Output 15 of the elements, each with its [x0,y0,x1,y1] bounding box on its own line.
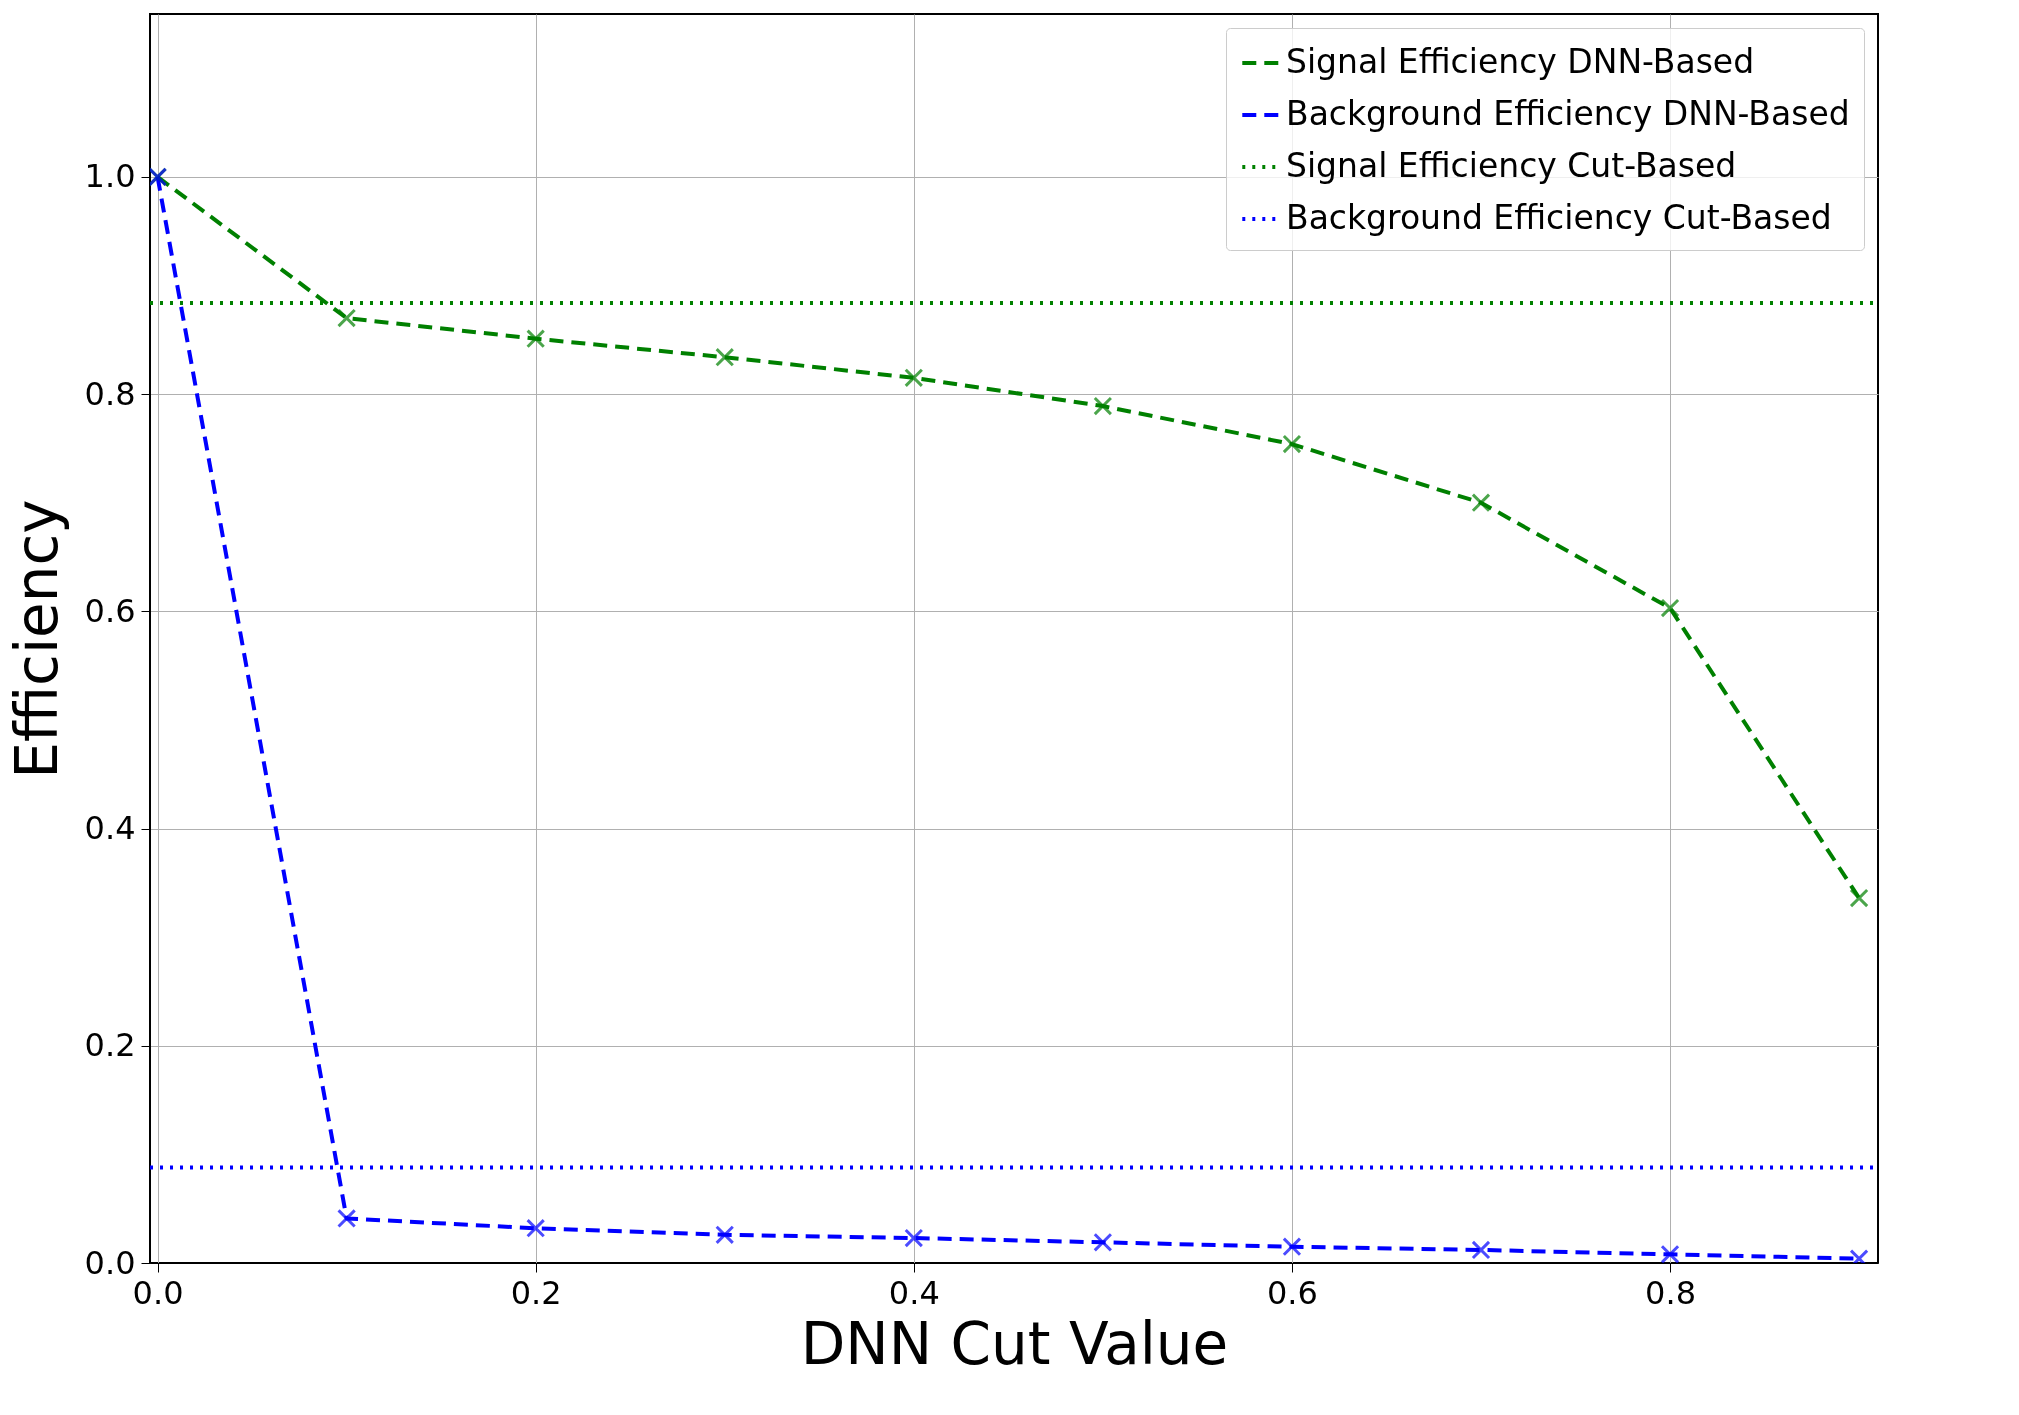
legend-label: Background Efficiency DNN-Based [1286,94,1850,133]
x-tick-label: 0.2 [510,1273,562,1312]
x-tick-label: 0.6 [1266,1273,1318,1312]
legend-label: Signal Efficiency Cut-Based [1286,146,1737,185]
y-tick-label: 0.8 [84,374,136,413]
y-tick-label: 0.4 [84,809,136,848]
legend-label: Background Efficiency Cut-Based [1286,198,1832,237]
y-tick-label: 1.0 [84,157,136,196]
legend-label: Signal Efficiency DNN-Based [1286,42,1755,81]
x-tick-label: 0.8 [1645,1273,1696,1312]
x-tick-label: 0.4 [888,1273,940,1312]
y-axis-title: Efficiency [2,499,71,779]
y-tick-label: 0.6 [84,591,136,630]
x-axis-title: DNN Cut Value [800,1309,1229,1378]
y-tick-label: 0.2 [84,1026,136,1065]
